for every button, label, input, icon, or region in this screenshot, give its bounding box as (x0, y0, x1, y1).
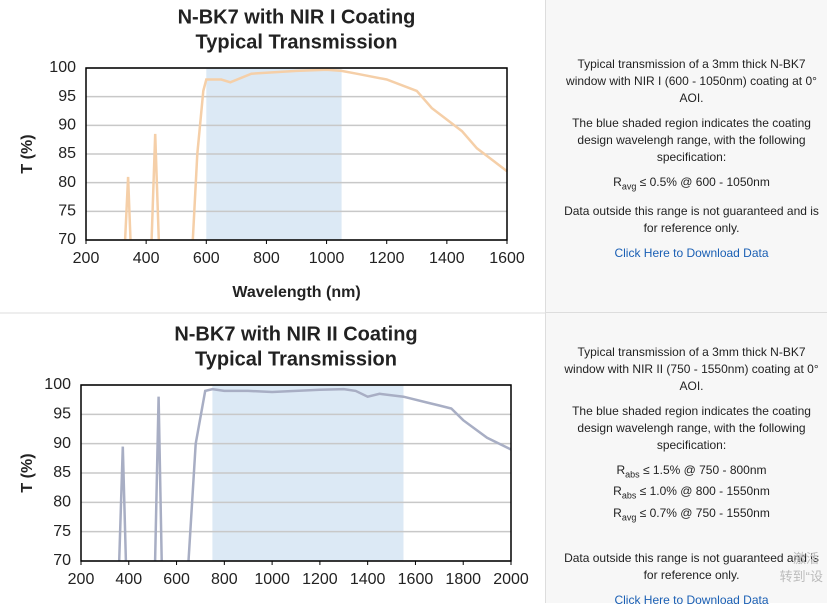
chart-subtitle: Typical Transmission (196, 31, 398, 53)
spec-sub: abs (621, 490, 637, 501)
x-tick-label: 1200 (302, 571, 338, 588)
download-link[interactable]: Click Here to Download Data (614, 593, 769, 608)
x-tick-label: 600 (193, 250, 220, 267)
y-tick-label: 95 (58, 88, 76, 105)
x-axis-label: Wavelength (nm) (232, 284, 360, 301)
y-tick-label: 85 (58, 145, 76, 162)
y-tick-label: 75 (53, 523, 71, 540)
y-tick-label: 80 (58, 174, 76, 191)
spec-symbol: R (616, 463, 626, 477)
spec-sub: avg (621, 512, 637, 523)
plot-frame (80, 384, 512, 562)
spec-sub: abs (625, 469, 640, 480)
note: Data outside this range is not guarantee… (564, 204, 819, 236)
spec: Rabs ≤ 1.5% @ 750 - 800nm (560, 462, 823, 483)
y-tick-label: 100 (49, 59, 76, 76)
x-tick-label: 1600 (398, 571, 434, 588)
spec: Ravg ≤ 0.7% @ 750 - 1550nm (560, 505, 823, 526)
download-link[interactable]: Click Here to Download Data (614, 246, 769, 261)
paragraph: The blue shaded region indicates the coa… (572, 404, 811, 452)
y-tick-label: 90 (53, 435, 71, 452)
y-tick-label: 75 (58, 203, 76, 220)
spec-symbol: R (613, 175, 622, 189)
x-tick-label: 600 (163, 571, 190, 588)
info-panel: Typical transmission of a 3mm thick N-BK… (545, 0, 827, 313)
paragraph: Typical transmission of a 3mm thick N-BK… (564, 345, 819, 393)
chart-title: N-BK7 with NIR II Coating (174, 323, 417, 345)
data-line (117, 387, 512, 562)
x-tick-label: 400 (115, 571, 142, 588)
x-tick-label: 1000 (254, 571, 290, 588)
y-tick-label: 70 (58, 231, 76, 248)
y-tick-label: 100 (44, 376, 71, 393)
data-line (123, 68, 508, 241)
x-tick-label: 1600 (489, 250, 525, 267)
spec: Rabs ≤ 1.0% @ 800 - 1550nm (560, 483, 823, 504)
x-tick-label: 400 (133, 250, 160, 267)
y-tick-label: 70 (53, 552, 71, 569)
x-tick-label: 1000 (309, 250, 345, 267)
spec-text: ≤ 0.5% @ 600 - 1050nm (639, 175, 770, 189)
x-tick-label: 1400 (350, 571, 386, 588)
x-tick-label: 1400 (429, 250, 465, 267)
watermark: 激活 (792, 551, 819, 566)
y-tick-label: 85 (53, 464, 71, 481)
y-tick-label: 95 (53, 406, 71, 423)
chart-subtitle: Typical Transmission (195, 348, 397, 370)
watermark: 转到“设 (779, 569, 823, 584)
x-tick-label: 800 (253, 250, 280, 267)
spec-sub: avg (621, 181, 637, 192)
note: Data outside this range is not guarantee… (564, 551, 819, 583)
spec-text: ≤ 1.5% @ 750 - 800nm (643, 463, 767, 477)
x-tick-label: 800 (211, 571, 238, 588)
spec-symbol: R (613, 505, 622, 520)
y-tick-label: 80 (53, 494, 71, 511)
spec-text: ≤ 0.7% @ 750 - 1550nm (639, 505, 770, 520)
chart-title: N-BK7 with NIR I Coating (178, 6, 416, 28)
x-tick-label: 200 (73, 250, 100, 267)
paragraph: The blue shaded region indicates the coa… (572, 116, 811, 164)
charts: N-BK7 with NIR I Coating Typical Transmis… (0, 6, 545, 588)
spec-symbol: R (613, 484, 622, 499)
x-tick-label: 200 (68, 571, 95, 588)
y-axis-label: T (%) (19, 134, 36, 173)
plot-frame (85, 67, 508, 241)
info-panel: Typical transmission of a 3mm thick N-BK… (545, 313, 827, 607)
x-tick-label: 2000 (493, 571, 529, 588)
x-tick-label: 1200 (369, 250, 405, 267)
spec: Ravg ≤ 0.5% @ 600 - 1050nm (560, 174, 823, 195)
spec-text: ≤ 1.0% @ 800 - 1550nm (639, 484, 770, 499)
x-tick-label: 1800 (445, 571, 481, 588)
y-tick-label: 90 (58, 117, 76, 134)
paragraph: Typical transmission of a 3mm thick N-BK… (566, 57, 817, 105)
y-axis-label: T (%) (19, 453, 36, 492)
